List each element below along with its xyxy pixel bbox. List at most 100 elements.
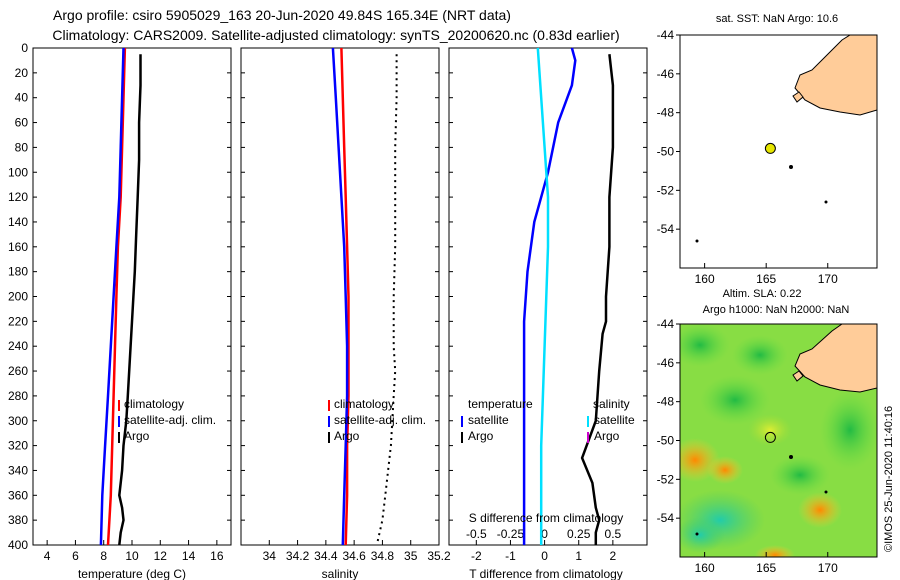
series-satellite-adj-clim- [331, 47, 349, 546]
legend-s-argo: Argo [594, 429, 620, 443]
y-tick-label: 200 [8, 290, 28, 304]
legend-salinity-heading: salinity [593, 397, 630, 411]
series-s-satellite [536, 47, 550, 545]
sla-blob [820, 390, 877, 470]
snares-islet [789, 455, 793, 459]
x-tick-label: 34.6 [342, 549, 366, 563]
x-tick-label: -2 [471, 549, 482, 563]
x-tick-label: 14 [182, 549, 196, 563]
x-tick-label: 0 [541, 549, 548, 563]
top-tick-label: -0.5 [466, 527, 487, 541]
sla-blob [755, 545, 795, 557]
sla-blob [680, 517, 725, 553]
map-x-tick-label: 170 [818, 561, 838, 575]
sla-blob [748, 414, 792, 446]
y-tick-label: 260 [8, 364, 28, 378]
temperature-frame [32, 47, 232, 546]
x-tick-label: 1 [575, 549, 582, 563]
x-tick-label: 34 [263, 549, 277, 563]
y-tick-label: 400 [8, 538, 28, 552]
bounty-islet [824, 490, 828, 494]
imos-watermark: ©IMOS 25-Jun-2020 11:40:16 [883, 406, 895, 552]
legend-argo: Argo [334, 429, 360, 443]
y-tick-label: 340 [8, 463, 28, 477]
map-y-tick-label: -44 [657, 317, 675, 331]
difference-xlabel: T difference from climatology [469, 567, 623, 580]
x-tick-label: 4 [44, 549, 51, 563]
top-tick-label: 0 [541, 527, 548, 541]
map-x-tick-label: 170 [818, 272, 838, 286]
antipodes-islet [695, 239, 699, 243]
series-t-satellite [522, 47, 577, 545]
y-tick-label: 120 [8, 190, 28, 204]
sla-map-title-1: Altim. SLA: 0.22 [723, 288, 802, 300]
sla-map-title-2: Argo h1000: NaN h2000: NaN [703, 304, 850, 316]
salinity-legend: climatology satellite-adj. clim. Argo [328, 397, 426, 443]
x-tick-label: 12 [154, 549, 168, 563]
series-argo [375, 54, 398, 546]
y-tick-label: 60 [15, 116, 29, 130]
x-tick-label: 34.4 [314, 549, 338, 563]
south-island-land [794, 34, 878, 116]
difference-legend: temperature salinity satellite Argo sate… [461, 397, 635, 443]
series-satellite-adj-clim- [99, 47, 125, 546]
y-tick-label: 0 [21, 41, 28, 55]
title-line-1: Argo profile: csiro 5905029_163 20-Jun-2… [53, 7, 511, 23]
series-climatology [106, 47, 127, 546]
x-tick-label: 34.8 [371, 549, 395, 563]
sla-blob [770, 455, 830, 495]
x-tick-label: 8 [100, 549, 107, 563]
x-tick-label: 35.2 [427, 549, 451, 563]
location-map: sat. SST: NaN Argo: 10.6 160 165 170 -44 -46… [657, 13, 878, 286]
salinity-xlabel: salinity [322, 567, 359, 580]
y-tick-label: 380 [8, 513, 28, 527]
stewart-island-land [792, 91, 804, 103]
top-tick-label: -0.25 [497, 527, 525, 541]
map-y-tick-label: -44 [657, 28, 675, 42]
map-x-tick-label: 165 [756, 272, 776, 286]
y-tick-label: 20 [15, 66, 29, 80]
top-tick-label: 0.25 [567, 527, 591, 541]
map-y-tick-label: -52 [657, 183, 675, 197]
temperature-legend: climatology satellite-adj. clim. Argo [118, 397, 216, 443]
snares-islet [789, 165, 793, 169]
y-tick-label: 80 [15, 140, 29, 154]
x-tick-label: 2 [610, 549, 617, 563]
y-tick-label: 100 [8, 165, 28, 179]
map-y-tick-label: -52 [657, 472, 675, 486]
difference-panel: -2 -1 0 1 2 -0.5 -0.25 0 0.25 0.5 T difference f… [448, 47, 648, 580]
y-tick-label: 40 [15, 91, 29, 105]
map-x-tick-label: 165 [756, 561, 776, 575]
x-tick-label: 16 [210, 549, 224, 563]
map-y-tick-label: -46 [657, 67, 675, 81]
difference-frame [448, 47, 648, 546]
sla-blob [700, 375, 770, 425]
salinity-frame [240, 47, 440, 546]
legend-s-satellite: satellite [594, 413, 635, 427]
y-tick-label: 320 [8, 439, 28, 453]
y-tick-label: 140 [8, 215, 28, 229]
map-y-tick-label: -54 [657, 511, 675, 525]
series-argo [118, 54, 142, 546]
stewart-island-land [792, 370, 804, 382]
y-tick-label: 240 [8, 339, 28, 353]
map-y-tick-label: -50 [657, 145, 675, 159]
argo-float-marker [764, 142, 776, 154]
map-x-tick-label: 160 [695, 561, 715, 575]
y-tick-label: 360 [8, 488, 28, 502]
map-x-tick-label: 160 [695, 272, 715, 286]
argo-float-marker [764, 431, 776, 443]
y-tick-label: 220 [8, 314, 28, 328]
sla-map: Altim. SLA: 0.22 Argo h1000: NaN h2000: … [657, 288, 895, 575]
difference-top-label: S difference from climatology [469, 511, 624, 525]
location-map-title: sat. SST: NaN Argo: 10.6 [716, 13, 838, 25]
legend-t-satellite: satellite [468, 413, 509, 427]
map-y-tick-label: -50 [657, 434, 675, 448]
y-tick-label: 180 [8, 265, 28, 279]
bounty-islet [824, 200, 828, 204]
y-tick-label: 280 [8, 389, 28, 403]
antipodes-islet [695, 532, 699, 536]
y-tick-label: 160 [8, 240, 28, 254]
x-tick-label: 10 [125, 549, 139, 563]
